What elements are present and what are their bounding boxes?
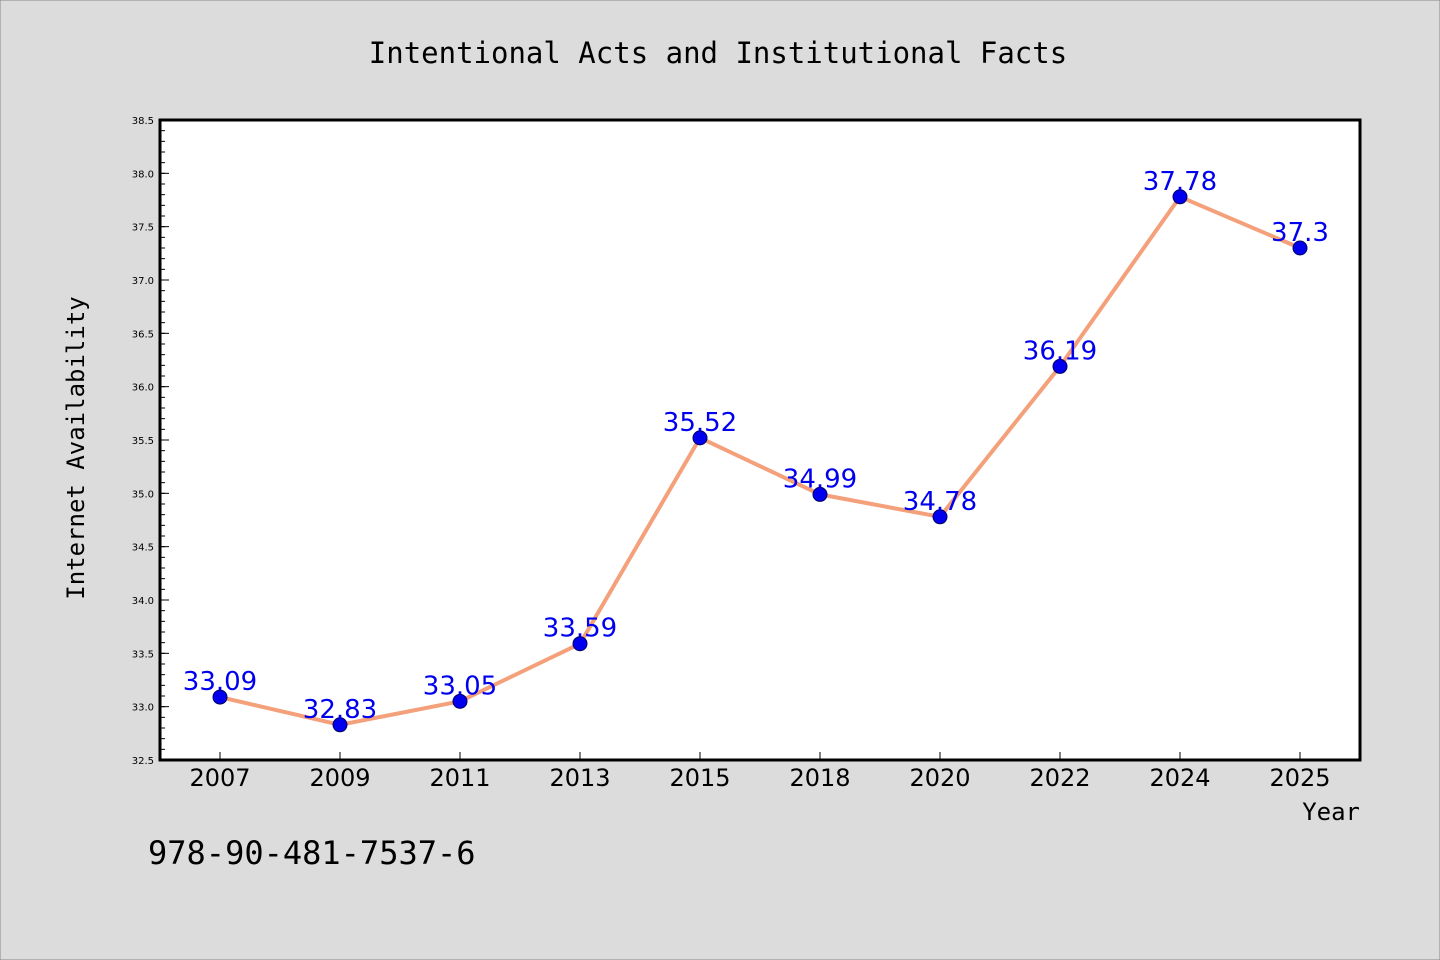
data-point [1172,189,1188,205]
data-label: 34.99 [783,464,857,494]
y-tick-label: 37.0 [132,276,154,287]
y-axis: 32.5 33.0 33.5 34.0 34.5 35.0 35.5 36.0 36.5 37.0… [132,116,169,767]
x-axis: 2007 2009 2011 2013 2015 2018 2020 2022 2024 2025 [189,752,1331,792]
data-point [1052,358,1068,374]
data-label: 34.78 [903,487,977,517]
data-point [332,717,348,733]
y-tick-label: 32.5 [132,756,154,767]
data-point [452,693,468,709]
data-label: 33.09 [183,667,257,697]
plot-area [158,118,1362,762]
x-axis-title: Year [1302,798,1360,826]
x-tick-label: 2013 [549,764,610,792]
data-point [1292,240,1308,256]
y-tick-label: 35.5 [132,436,154,447]
y-tick-label: 36.5 [132,329,154,340]
y-tick-label: 34.5 [132,543,154,554]
isbn-label: 978-90-481-7537-6 [148,834,476,872]
y-tick-label: 38.0 [132,169,154,180]
x-tick-label: 2018 [789,764,850,792]
y-tick-label: 37.5 [132,223,154,234]
x-tick-label: 2011 [429,764,490,792]
chart-title: Intentional Acts and Institutional Facts [369,36,1067,70]
data-point [932,509,948,525]
data-label: 37.3 [1271,218,1329,248]
x-tick-label: 2025 [1269,764,1330,792]
data-label: 33.05 [423,671,497,701]
data-point [572,636,588,652]
y-tick-label: 33.0 [132,703,154,714]
x-tick-label: 2024 [1149,764,1210,792]
x-tick-label: 2009 [309,764,370,792]
data-label: 37.78 [1143,167,1217,197]
y-tick-label: 36.0 [132,383,154,394]
data-point [692,430,708,446]
y-tick-label: 38.5 [132,116,154,127]
x-tick-label: 2022 [1029,764,1090,792]
data-label: 32.83 [303,695,377,725]
x-tick-label: 2020 [909,764,970,792]
y-tick-label: 35.0 [132,489,154,500]
series-line [218,194,1302,727]
data-label: 36.19 [1023,336,1097,366]
x-tick-label: 2007 [189,764,250,792]
y-tick-label: 33.5 [132,649,154,660]
data-point [812,486,828,502]
y-axis-title: Internet Availability [62,296,90,599]
series-1: 33.09 32.83 33.05 33.59 35.52 34.99 34.78 36.19… [183,167,1329,733]
data-label: 33.59 [543,614,617,644]
y-tick-label: 34.0 [132,596,154,607]
x-tick-label: 2015 [669,764,730,792]
data-point [212,689,228,705]
data-label: 35.52 [663,408,737,438]
